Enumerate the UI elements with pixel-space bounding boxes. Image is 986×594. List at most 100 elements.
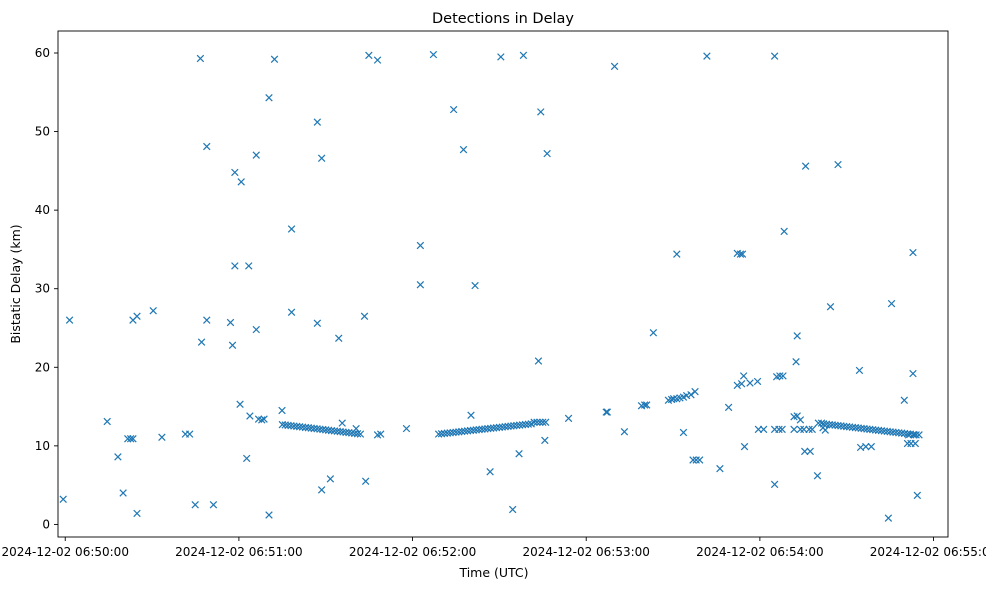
- y-tick-label: 10: [35, 439, 50, 453]
- data-point-x-marker: [909, 248, 917, 257]
- data-point-x-marker: [158, 433, 166, 441]
- data-point-x-marker: [260, 415, 268, 423]
- data-point-x-marker: [737, 380, 746, 388]
- data-point-x-marker: [724, 403, 733, 412]
- data-point-x-marker: [449, 105, 458, 114]
- data-point-x-marker: [834, 160, 842, 169]
- data-point-x-marker: [326, 475, 335, 483]
- data-point-x-marker: [246, 412, 254, 420]
- data-point-x-marker: [361, 477, 370, 485]
- x-tick-label: 2024-12-02 06:51:00: [175, 545, 302, 559]
- data-point-x-marker: [603, 408, 612, 416]
- data-point-x-marker: [912, 431, 920, 439]
- data-point-x-marker: [620, 427, 629, 436]
- data-point-x-marker: [149, 306, 157, 315]
- data-point-x-marker: [738, 250, 747, 258]
- data-point-x-marker: [360, 312, 369, 320]
- data-point-x-marker: [733, 381, 742, 390]
- data-point-x-marker: [541, 436, 549, 445]
- data-point-x-marker: [736, 250, 745, 258]
- data-point-x-marker: [338, 419, 346, 427]
- data-point-x-marker: [793, 332, 801, 340]
- data-point-x-marker: [356, 430, 365, 438]
- data-point-x-marker: [642, 401, 651, 409]
- data-point-x-marker: [703, 52, 711, 60]
- x-tick-label: 2024-12-02 06:52:00: [349, 545, 476, 559]
- data-point-x-marker: [673, 250, 681, 258]
- data-point-x-marker: [692, 456, 700, 464]
- data-point-x-marker: [640, 401, 649, 409]
- data-point-x-marker: [209, 501, 218, 509]
- data-point-x-marker: [486, 468, 494, 476]
- data-point-x-marker: [133, 312, 141, 320]
- data-point-x-marker: [903, 439, 912, 448]
- y-axis-label: Bistatic Delay (km): [8, 224, 23, 343]
- data-point-x-marker: [317, 486, 326, 494]
- chart-title: Detections in Delay: [432, 11, 574, 27]
- y-tick-label: 0: [42, 517, 50, 531]
- y-tick-label: 60: [35, 46, 50, 60]
- data-point-x-marker: [258, 416, 266, 424]
- data-point-x-marker: [862, 442, 870, 451]
- data-point-x-marker: [536, 418, 544, 427]
- data-point-x-marker: [287, 225, 296, 233]
- data-point-x-marker: [909, 430, 917, 439]
- data-point-x-marker: [103, 417, 111, 426]
- data-point-x-marker: [197, 338, 206, 346]
- data-point-x-marker: [679, 428, 688, 437]
- data-point-x-marker: [530, 418, 538, 427]
- data-point-x-marker: [746, 379, 754, 387]
- data-point-x-marker: [519, 51, 528, 60]
- x-tick-label: 2024-12-02 06:54:00: [696, 545, 823, 559]
- data-point-x-marker: [226, 318, 235, 327]
- data-point-x-marker: [602, 408, 610, 416]
- data-point-x-marker: [649, 328, 658, 337]
- data-point-x-marker: [778, 425, 786, 434]
- data-point-x-marker: [231, 168, 239, 177]
- x-tick-label: 2024-12-02 06:53:00: [522, 545, 649, 559]
- data-point-x-marker: [806, 447, 814, 456]
- data-points: [59, 50, 923, 522]
- data-point-x-marker: [805, 425, 813, 434]
- data-point-x-marker: [515, 449, 523, 458]
- data-point-x-marker: [564, 414, 573, 423]
- y-tick-label: 50: [35, 125, 50, 139]
- x-tick-label: 2024-12-02 06:55:00: [870, 545, 986, 559]
- data-point-x-marker: [867, 442, 876, 451]
- data-point-x-marker: [365, 51, 373, 60]
- data-point-x-marker: [313, 319, 322, 328]
- data-point-x-marker: [801, 447, 809, 456]
- data-point-x-marker: [759, 425, 768, 434]
- data-point-x-marker: [313, 118, 322, 126]
- data-point-x-marker: [753, 377, 762, 386]
- data-point-x-marker: [317, 154, 326, 163]
- data-point-x-marker: [796, 425, 805, 434]
- data-point-x-marker: [416, 281, 425, 289]
- data-point-x-marker: [126, 435, 135, 443]
- data-point-x-marker: [459, 145, 468, 154]
- x-tick-label: 2024-12-02 06:50:00: [2, 545, 129, 559]
- y-tick-label: 30: [35, 282, 50, 296]
- y-tick-label: 40: [35, 203, 50, 217]
- data-point-x-marker: [236, 400, 244, 408]
- data-point-x-marker: [689, 456, 697, 464]
- data-point-x-marker: [114, 453, 122, 461]
- y-tick-label: 20: [35, 360, 50, 374]
- data-point-x-marker: [687, 391, 695, 399]
- data-point-x-marker: [826, 303, 835, 311]
- data-point-x-marker: [669, 394, 678, 403]
- data-point-x-marker: [203, 142, 211, 151]
- y-axis-ticks: 0 10 20 30 40 50 60: [35, 46, 58, 531]
- data-point-x-marker: [497, 53, 505, 61]
- data-point-x-marker: [129, 435, 137, 443]
- data-point-x-marker: [796, 416, 805, 424]
- data-point-x-marker: [780, 227, 788, 236]
- data-point-x-marker: [373, 56, 382, 64]
- data-point-x-marker: [813, 471, 822, 480]
- data-point-x-marker: [909, 369, 917, 378]
- data-point-x-marker: [533, 418, 541, 427]
- data-point-x-marker: [740, 442, 749, 451]
- data-point-x-marker: [65, 316, 74, 324]
- data-point-x-marker: [887, 299, 896, 308]
